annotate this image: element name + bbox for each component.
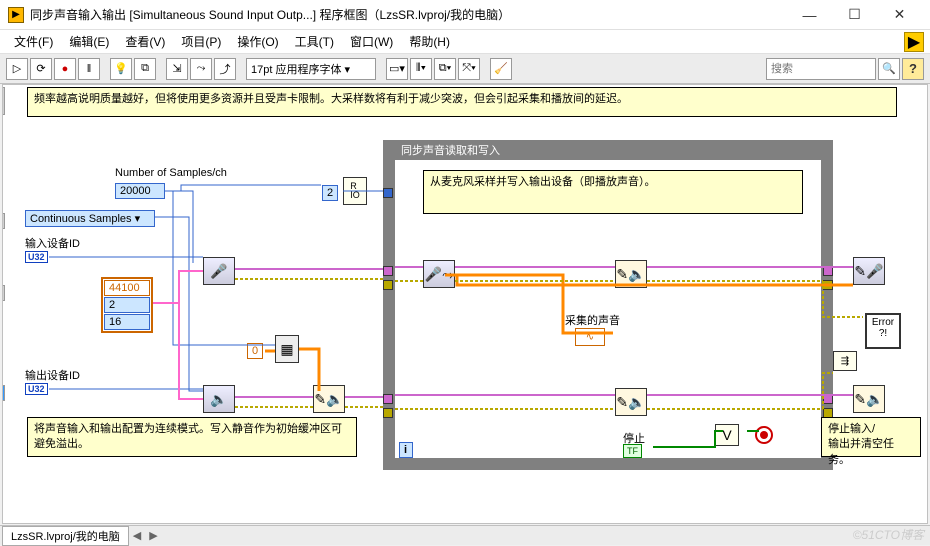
align-button[interactable]: ▭▾ [386, 58, 408, 80]
menu-file[interactable]: 文件(F) [6, 31, 61, 52]
titlebar: ▶ 同步声音输入输出 [Simultaneous Sound Input Out… [0, 0, 930, 30]
tunnel-in-task [383, 266, 393, 276]
constant-0[interactable]: 0 [247, 343, 263, 359]
label-output-device: 输出设备ID [25, 367, 80, 383]
node-merge-errors[interactable]: ⇶ [833, 351, 857, 371]
node-rio[interactable]: R IO [343, 177, 367, 205]
menu-window[interactable]: 窗口(W) [342, 31, 401, 52]
node-init-array[interactable]: ▦ [275, 335, 299, 363]
vi-icon[interactable]: ▶ [904, 32, 924, 52]
control-stop[interactable]: TF [623, 444, 642, 458]
window-title: 同步声音输入输出 [Simultaneous Sound Input Outp.… [30, 6, 787, 23]
control-continuous-samples[interactable]: Continuous Samples ▾ [25, 210, 155, 227]
cluster-channels[interactable]: 2 [104, 297, 150, 313]
menu-edit[interactable]: 编辑(E) [61, 31, 117, 52]
watermark: ©51CTO博客 [853, 526, 924, 543]
menu-view[interactable]: 查看(V) [117, 31, 173, 52]
menu-help[interactable]: 帮助(H) [401, 31, 458, 52]
menubar: 文件(F) 编辑(E) 查看(V) 项目(P) 操作(O) 工具(T) 窗口(W… [0, 30, 930, 54]
step-out-button[interactable]: ⤴ [214, 58, 236, 80]
maximize-button[interactable]: ☐ [832, 1, 877, 29]
pause-button[interactable]: ‖ [78, 58, 100, 80]
run-button[interactable]: ▷ [6, 58, 28, 80]
search-input[interactable] [766, 58, 876, 80]
node-sound-input-config[interactable]: 🎤 [203, 257, 235, 285]
node-sound-write-loop[interactable]: ✎🔈 [615, 260, 647, 288]
node-sound-output-config[interactable]: 🔈 [203, 385, 235, 413]
comment-top: 频率越高说明质量越好，但将使用更多资源并且受声卡限制。大采样数将有利于减少突波，… [27, 87, 897, 117]
node-sound-input-clear[interactable]: ✎🎤 [853, 257, 885, 285]
node-error-handler[interactable]: Error ?! [865, 313, 901, 349]
comment-loop: 从麦克风采样并写入输出设备（即播放声音）。 [423, 170, 803, 214]
step-into-button[interactable]: ⇲ [166, 58, 188, 80]
tunnel-out-err [383, 408, 393, 418]
loop-stop-condition[interactable] [755, 426, 773, 444]
help-button[interactable]: ? [902, 58, 924, 80]
while-loop[interactable]: 同步声音读取和写入 从麦克风采样并写入输出设备（即播放声音）。 🎤⤳ ✎🔈 ✎🔈… [383, 140, 833, 470]
left-stub [2, 285, 5, 301]
indicator-waveform: ∿ [575, 328, 605, 346]
distribute-button[interactable]: ⫴▾ [410, 58, 432, 80]
left-stub [2, 385, 5, 401]
left-stub [2, 213, 5, 229]
labview-icon: ▶ [8, 7, 24, 23]
node-sound-write-bottom[interactable]: ✎🔈 [615, 388, 647, 416]
toolbar: ▷ ⟳ ● ‖ 💡 ⧉ ⇲ ⤳ ⤴ 17pt 应用程序字体 ▾ ▭▾ ⫴▾ ⧉▾… [0, 54, 930, 84]
left-stub [2, 87, 5, 115]
constant-2[interactable]: 2 [322, 185, 338, 201]
type-u32-out: U32 [25, 383, 48, 395]
comment-bottom-left: 将声音输入和输出配置为连续模式。写入静音作为初始缓冲区可避免溢出。 [27, 417, 357, 457]
cluster-rate[interactable]: 44100 [104, 280, 150, 296]
type-u32-in: U32 [25, 251, 48, 263]
menu-project[interactable]: 项目(P) [173, 31, 229, 52]
tab-nav-right[interactable]: ▶ [145, 529, 161, 542]
resize-button[interactable]: ⧉▾ [434, 58, 456, 80]
label-num-samples: Number of Samples/ch [115, 167, 227, 179]
retain-wire-button[interactable]: ⧉ [134, 58, 156, 80]
project-tabbar: LzsSR.lvproj/我的电脑 ◀ ▶ ©51CTO博客 [0, 525, 930, 545]
label-collected-sound: 采集的声音 [565, 312, 620, 328]
loop-title: 同步声音读取和写入 [395, 140, 821, 160]
comment-bottom-right: 停止输入/ 输出并清空任务。 [821, 417, 921, 457]
reorder-button[interactable]: ⤧▾ [458, 58, 480, 80]
cleanup-button[interactable]: 🧹 [490, 58, 512, 80]
tunnel-out-task [383, 394, 393, 404]
font-selector[interactable]: 17pt 应用程序字体 ▾ [246, 58, 376, 80]
tunnel-in-err [383, 280, 393, 290]
node-sound-output-clear[interactable]: ✎🔈 [853, 385, 885, 413]
tab-nav-left[interactable]: ◀ [129, 529, 145, 542]
project-tab[interactable]: LzsSR.lvproj/我的电脑 [2, 526, 129, 546]
cluster-sound-format[interactable]: 44100 2 16 [101, 277, 153, 333]
menu-tools[interactable]: 工具(T) [287, 31, 342, 52]
run-continuous-button[interactable]: ⟳ [30, 58, 52, 80]
step-over-button[interactable]: ⤳ [190, 58, 212, 80]
node-sound-read[interactable]: 🎤⤳ [423, 260, 455, 288]
block-diagram-canvas[interactable]: 频率越高说明质量越好，但将使用更多资源并且受声卡限制。大采样数将有利于减少突波，… [2, 84, 928, 524]
highlight-button[interactable]: 💡 [110, 58, 132, 80]
search-icon[interactable]: 🔍 [878, 58, 900, 80]
tunnel-r-in-err [823, 280, 833, 290]
tunnel-samples [383, 188, 393, 198]
tunnel-r-in-task [823, 266, 833, 276]
node-or[interactable]: V [715, 424, 739, 446]
close-button[interactable]: ✕ [877, 1, 922, 29]
abort-button[interactable]: ● [54, 58, 76, 80]
loop-i-terminal: i [399, 442, 413, 458]
node-sound-write-init[interactable]: ✎🔈 [313, 385, 345, 413]
menu-operate[interactable]: 操作(O) [229, 31, 286, 52]
label-input-device: 输入设备ID [25, 235, 80, 251]
control-num-samples[interactable]: 20000 [115, 183, 165, 199]
tunnel-r-out-task [823, 394, 833, 404]
cluster-bits[interactable]: 16 [104, 314, 150, 330]
minimize-button[interactable]: — [787, 1, 832, 29]
